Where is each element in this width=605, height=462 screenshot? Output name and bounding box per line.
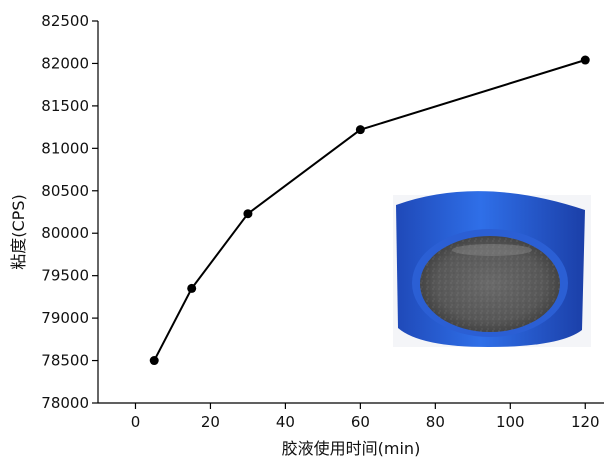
y-axis-title: 粘度(CPS) bbox=[9, 194, 28, 269]
x-ticks: 0 20 40 60 80 100 120 bbox=[131, 403, 600, 431]
data-point bbox=[580, 55, 590, 65]
y-tick-label: 81500 bbox=[41, 97, 89, 115]
y-tick-label: 79000 bbox=[41, 309, 89, 327]
y-tick-label: 82000 bbox=[41, 54, 89, 72]
y-tick-label: 78000 bbox=[41, 394, 89, 412]
x-tick-label: 120 bbox=[571, 413, 600, 431]
series-group bbox=[149, 55, 590, 366]
data-point bbox=[149, 356, 159, 366]
x-tick-label: 60 bbox=[351, 413, 370, 431]
data-point bbox=[187, 283, 197, 293]
y-tick-label: 82500 bbox=[41, 12, 89, 30]
x-tick-label: 100 bbox=[496, 413, 525, 431]
x-axis-title: 胶液使用时间(min) bbox=[282, 439, 421, 458]
y-tick-label: 78500 bbox=[41, 352, 89, 370]
x-tick-label: 0 bbox=[131, 413, 141, 431]
y-tick-label: 80000 bbox=[41, 224, 89, 242]
x-tick-label: 80 bbox=[426, 413, 445, 431]
y-tick-label: 81000 bbox=[41, 139, 89, 157]
y-tick-label: 80500 bbox=[41, 182, 89, 200]
x-tick-label: 40 bbox=[276, 413, 295, 431]
data-point bbox=[243, 209, 253, 219]
data-point bbox=[355, 125, 365, 135]
inset-photo bbox=[393, 191, 591, 347]
y-ticks: 78000 78500 79000 79500 80000 80500 81000 81500… bbox=[41, 12, 98, 412]
y-tick-label: 79500 bbox=[41, 267, 89, 285]
x-tick-label: 20 bbox=[201, 413, 220, 431]
